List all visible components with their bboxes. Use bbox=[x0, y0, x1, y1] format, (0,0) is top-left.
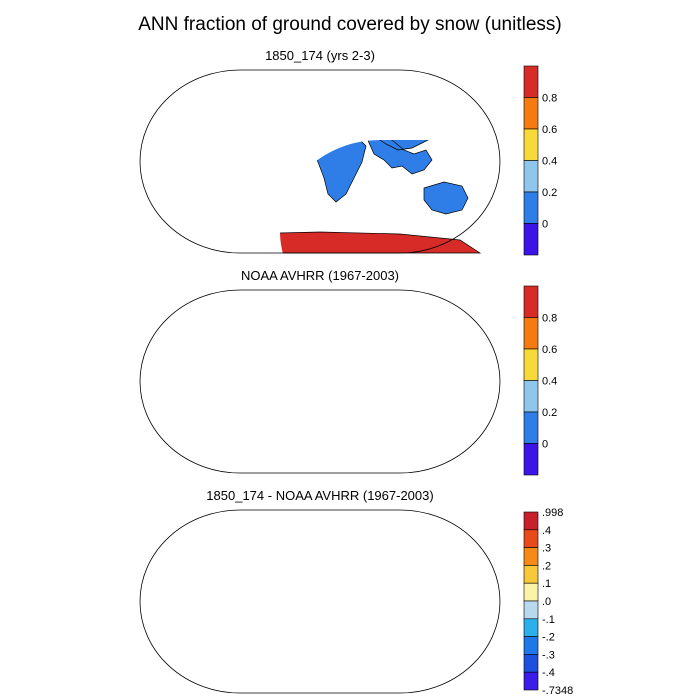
colorbar-swatch bbox=[523, 348, 539, 381]
colorbar-label: -.1 bbox=[542, 614, 555, 626]
colorbar-swatch bbox=[523, 618, 539, 637]
colorbar-swatch bbox=[523, 317, 539, 350]
colorbar-label: .998 bbox=[542, 507, 563, 519]
colorbar-label: .1 bbox=[542, 578, 551, 590]
colorbar-swatch bbox=[523, 65, 539, 98]
panel-3-title: 1850_174 - NOAA AVHRR (1967-2003) bbox=[206, 488, 434, 503]
map-panel-3 bbox=[139, 509, 501, 694]
colorbar-label: .4 bbox=[542, 525, 551, 537]
colorbar-label: 0 bbox=[542, 219, 548, 231]
colorbar-label: 0.4 bbox=[542, 376, 557, 388]
colorbar-label: -.7348 bbox=[542, 685, 573, 697]
colorbar-swatch bbox=[523, 511, 539, 531]
colorbar-label: 0.6 bbox=[542, 344, 557, 356]
map-panel-2 bbox=[139, 289, 501, 474]
colorbar-label: 0.2 bbox=[542, 407, 557, 419]
colorbar-swatch bbox=[523, 582, 539, 602]
colorbar-swatch bbox=[523, 285, 539, 318]
colorbar-label: 0.4 bbox=[542, 156, 557, 168]
colorbar-swatch bbox=[523, 547, 539, 566]
colorbar-swatch bbox=[523, 600, 539, 620]
colorbar-swatch bbox=[523, 636, 539, 655]
colorbar-swatch bbox=[523, 529, 539, 548]
panel-2-title: NOAA AVHRR (1967-2003) bbox=[241, 268, 399, 283]
colorbar-swatch bbox=[523, 380, 539, 413]
figure-title: ANN fraction of ground covered by snow (… bbox=[138, 14, 562, 35]
colorbar-label: 0.8 bbox=[542, 313, 557, 325]
colorbar-swatch bbox=[523, 411, 539, 444]
colorbar-panel-1: 0.8 0.6 0.4 0.2 0 bbox=[523, 65, 557, 256]
colorbar-label: .3 bbox=[542, 543, 551, 555]
colorbar-swatch bbox=[523, 97, 539, 130]
colorbar-label: 0.8 bbox=[542, 93, 557, 105]
colorbar-label: -.4 bbox=[542, 667, 555, 679]
colorbar-label: -.3 bbox=[542, 649, 555, 661]
colorbar-swatch bbox=[523, 160, 539, 193]
colorbar-swatch bbox=[523, 654, 539, 673]
colorbar-panel-2: 0.8 0.6 0.4 0.2 0 bbox=[523, 285, 557, 476]
colorbar-swatch bbox=[523, 671, 539, 691]
colorbar-label: 0.6 bbox=[542, 124, 557, 136]
colorbar-swatch bbox=[523, 128, 539, 161]
colorbar-swatch bbox=[523, 443, 539, 476]
colorbar-swatch bbox=[523, 191, 539, 224]
map-panel-1 bbox=[139, 69, 501, 254]
colorbar-panel-3: .998 .4 .3 .2 .1 .0 -.1 -.2 -.3 -.4 -.7348 bbox=[523, 507, 573, 697]
panel-1-title: 1850_174 (yrs 2-3) bbox=[265, 48, 375, 63]
colorbar-swatch bbox=[523, 223, 539, 256]
colorbar-label: 0 bbox=[542, 439, 548, 451]
colorbar-swatch bbox=[523, 565, 539, 584]
colorbar-label: -.2 bbox=[542, 632, 555, 644]
colorbar-label: .0 bbox=[542, 596, 551, 608]
colorbar-label: .2 bbox=[542, 560, 551, 572]
colorbar-label: 0.2 bbox=[542, 187, 557, 199]
